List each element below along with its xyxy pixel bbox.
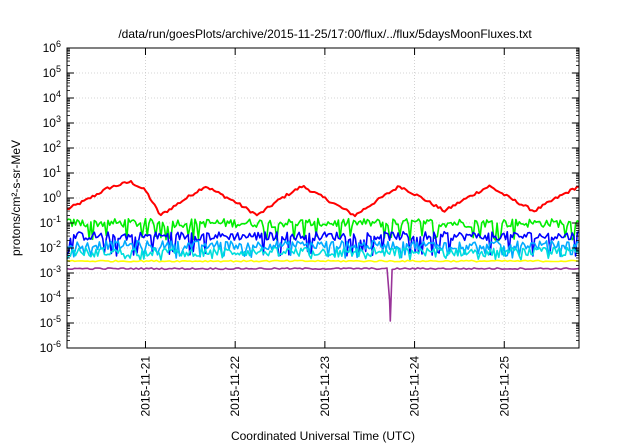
- y-tick-label: 102: [43, 139, 61, 155]
- series-line-3: [66, 240, 580, 259]
- y-axis: 10-6 10-5 10-4 10-3 10-2 10-1 100 101 102 103 104 1…: [40, 39, 579, 355]
- y-tick-label: 10-2: [40, 239, 61, 255]
- y-tick-label: 103: [43, 114, 61, 130]
- y-tick-label: 105: [43, 64, 61, 80]
- series-line-4: [66, 246, 580, 262]
- x-tick-label: 2015-11-21: [138, 356, 152, 417]
- y-axis-label: protons/cm²-s-sr-MeV: [9, 140, 23, 256]
- x-tick-label: 2015-11-22: [228, 356, 242, 417]
- series-group: [66, 180, 580, 322]
- y-tick-label: 100: [43, 189, 61, 205]
- x-axis: 2015-11-21 2015-11-22 2015-11-23 2015-11-24…: [138, 48, 511, 417]
- x-tick-label: 2015-11-23: [318, 356, 332, 417]
- x-tick-label: 2015-11-24: [408, 356, 422, 417]
- y-tick-label: 10-5: [40, 314, 61, 330]
- y-tick-label: 104: [43, 89, 61, 105]
- series-line-2: [66, 230, 580, 257]
- y-tick-label: 10-1: [40, 214, 61, 230]
- series-line-6: [66, 267, 580, 322]
- series-line-0: [66, 180, 579, 218]
- x-tick-label: 2015-11-25: [497, 356, 511, 417]
- chart-title: /data/run/goesPlots/archive/2015-11-25/1…: [118, 27, 532, 41]
- series-line-5: [66, 259, 580, 263]
- x-axis-label: Coordinated Universal Time (UTC): [231, 429, 415, 443]
- y-tick-label: 10-3: [40, 264, 61, 280]
- y-tick-label: 106: [43, 39, 61, 55]
- y-tick-label: 101: [43, 164, 61, 180]
- grid: [67, 48, 579, 348]
- y-tick-label: 10-6: [40, 339, 61, 355]
- y-tick-label: 10-4: [40, 289, 61, 305]
